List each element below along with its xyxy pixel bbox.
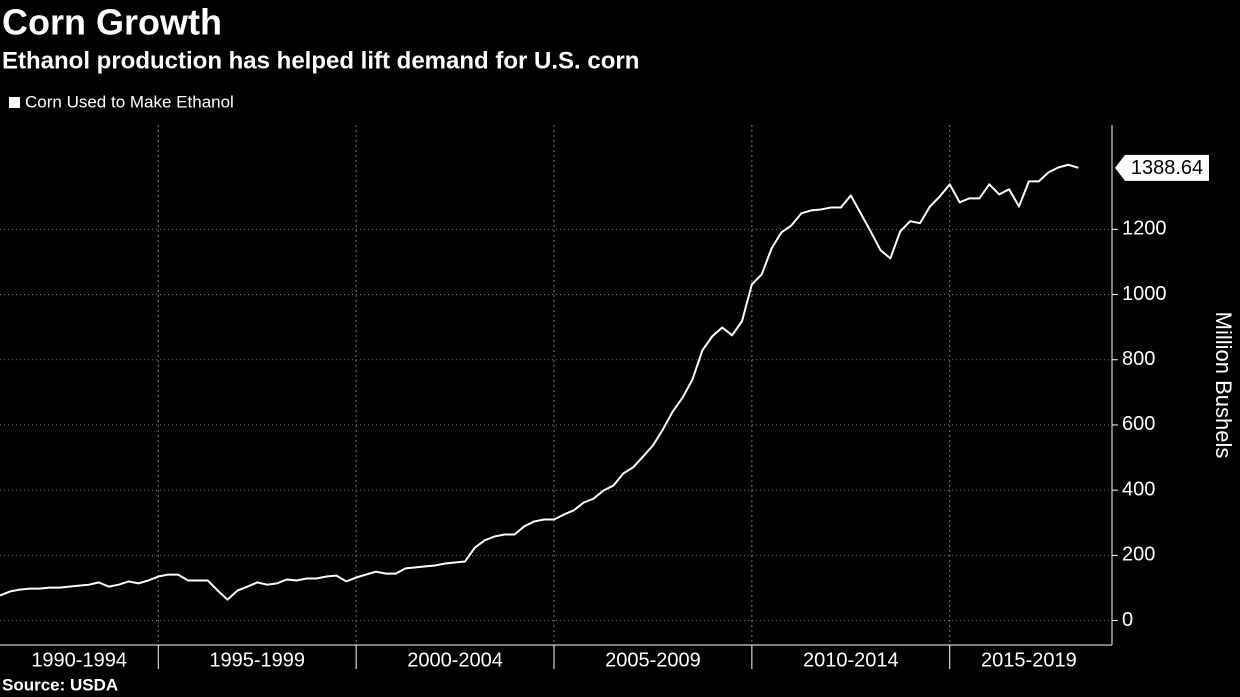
legend-swatch [9,97,20,108]
y-tick-label: 600 [1122,413,1155,435]
y-tick-label: 200 [1122,544,1155,566]
chart-subtitle: Ethanol production has helped lift deman… [2,47,639,74]
series-line [0,163,1079,601]
x-tick-label: 2000-2004 [407,649,503,671]
x-tick-label: 2015-2019 [981,649,1077,671]
y-tick-label: 800 [1122,348,1155,370]
x-tick-label: 2010-2014 [803,649,899,671]
y-tick-label: 400 [1122,478,1155,500]
legend-label: Corn Used to Make Ethanol [25,92,234,111]
x-tick-label: 1990-1994 [31,649,127,671]
value-label-box [1115,154,1209,181]
source: Source: USDA [2,675,118,694]
chart-title: Corn Growth [2,2,222,43]
x-tick-label: 1995-1999 [209,649,305,671]
y-axis-label: Million Bushels [1211,312,1236,459]
value-label: 1388.64 [1131,157,1203,179]
x-tick-label: 2005-2009 [605,649,701,671]
y-tick-label: 0 [1122,609,1133,631]
y-tick-label: 1000 [1122,283,1167,305]
y-tick-label: 1200 [1122,218,1167,240]
